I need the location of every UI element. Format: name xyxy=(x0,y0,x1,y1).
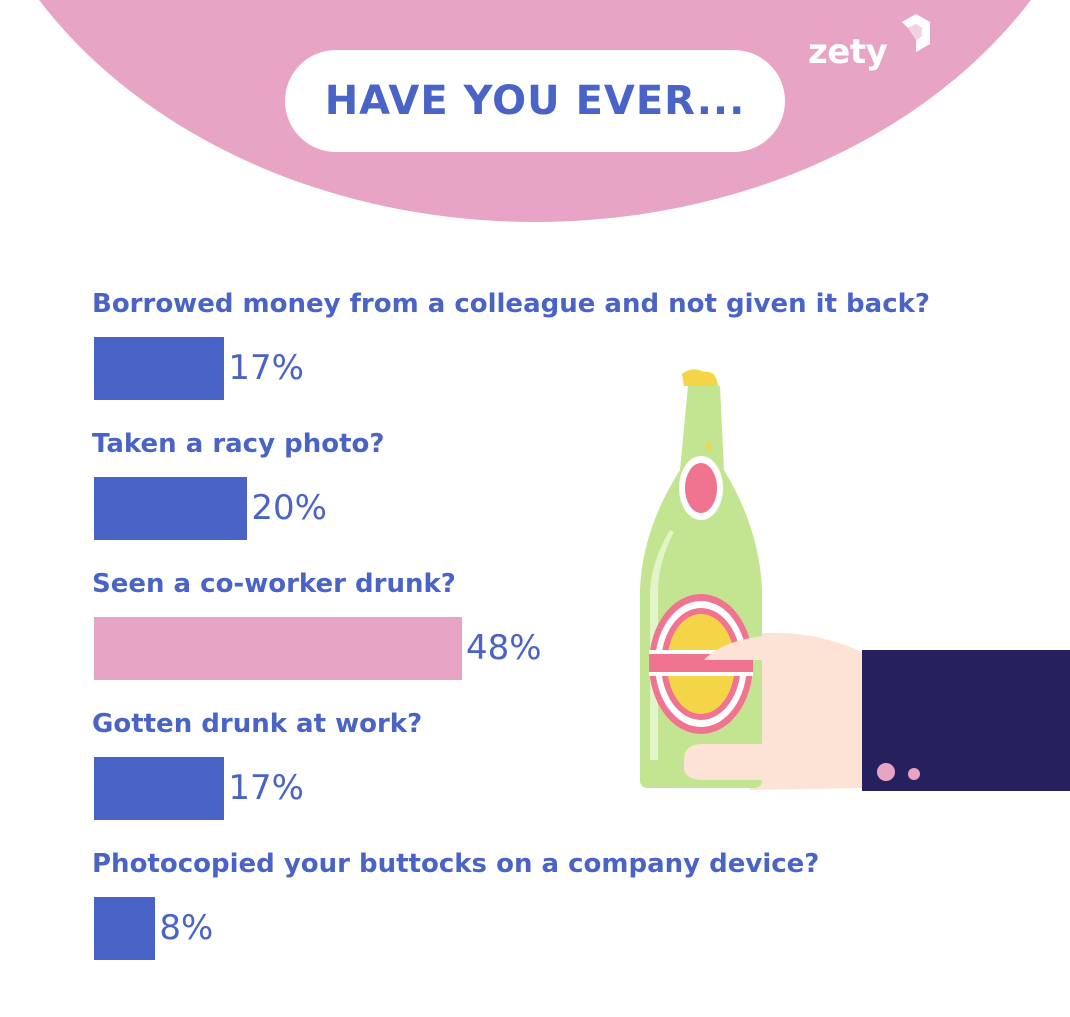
logo-arrow-icon xyxy=(902,14,930,52)
thumb-shape xyxy=(704,636,762,660)
bar xyxy=(94,477,248,540)
bar xyxy=(94,757,225,820)
logo-text: zety xyxy=(808,32,888,72)
value-label: 48% xyxy=(466,628,542,668)
sleeve-shape xyxy=(862,650,1070,791)
neck-label-inner xyxy=(685,463,717,513)
bar xyxy=(94,617,462,680)
hand-holding-beer-bottle-icon xyxy=(640,369,1070,791)
sleeve-dot-small xyxy=(908,768,920,780)
bottle-foam-shape xyxy=(682,369,718,386)
zety-logo: zety xyxy=(808,14,938,74)
finger-shape xyxy=(684,744,762,780)
bar xyxy=(94,897,156,960)
page-title-text: HAVE YOU EVER... xyxy=(324,78,746,124)
sleeve-dot-large xyxy=(877,763,895,781)
value-label: 17% xyxy=(228,348,304,388)
question-label: Gotten drunk at work? xyxy=(92,709,423,739)
question-label: Taken a racy photo? xyxy=(92,429,385,459)
value-label: 20% xyxy=(251,488,327,528)
question-label: Borrowed money from a colleague and not … xyxy=(92,289,930,319)
value-label: 17% xyxy=(228,768,304,808)
bar xyxy=(94,337,225,400)
page-title: HAVE YOU EVER... xyxy=(285,50,785,152)
bubble-shape xyxy=(706,440,712,452)
main-label-band-bottom xyxy=(649,672,753,676)
value-label: 8% xyxy=(159,908,214,948)
question-label: Photocopied your buttocks on a company d… xyxy=(92,849,820,879)
hand-palm-shape xyxy=(750,632,862,790)
question-label: Seen a co-worker drunk? xyxy=(92,569,456,599)
bottle-highlight-shape xyxy=(650,530,674,760)
main-label-band-top xyxy=(649,650,753,654)
